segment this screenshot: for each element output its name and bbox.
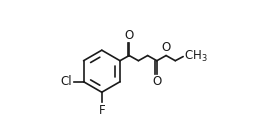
Text: F: F [99,104,105,117]
Text: O: O [152,75,161,88]
Text: O: O [124,29,134,42]
Text: O: O [161,41,171,54]
Text: CH$_3$: CH$_3$ [184,49,208,64]
Text: Cl: Cl [61,75,72,88]
